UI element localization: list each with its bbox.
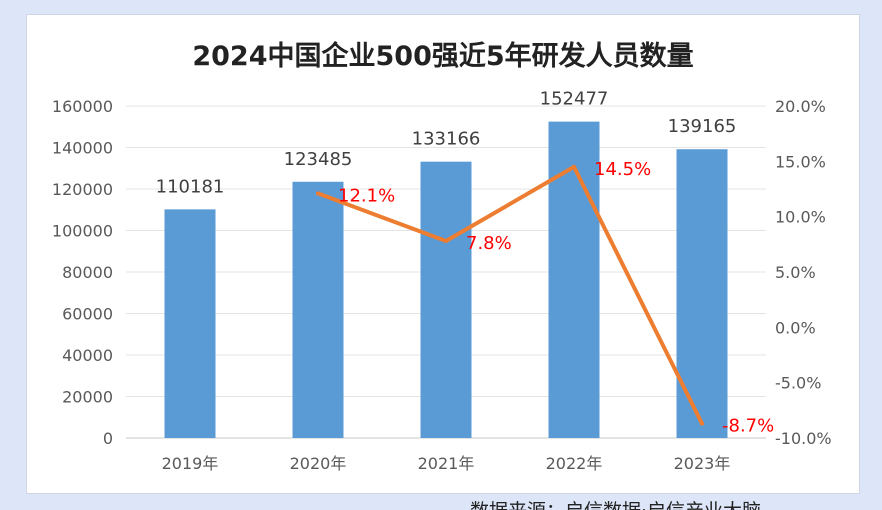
growth-value-label: 12.1% bbox=[338, 185, 395, 206]
growth-value-label: 14.5% bbox=[594, 159, 651, 180]
left-tick-label: 60000 bbox=[62, 305, 113, 324]
growth-point bbox=[444, 239, 448, 244]
left-axis: 0 20000 40000 60000 80000 100000 120000 140000 1… bbox=[52, 97, 113, 448]
category-label: 2022年 bbox=[546, 454, 603, 473]
growth-value-label: -8.7% bbox=[722, 416, 774, 437]
right-tick-label: 0.0% bbox=[775, 318, 816, 337]
bar-value-label: 133166 bbox=[412, 129, 481, 150]
left-tick-label: 140000 bbox=[52, 139, 113, 158]
chart-title: 2024中国企业500强近5年研发人员数量 bbox=[192, 40, 693, 72]
right-tick-label: 20.0% bbox=[775, 97, 826, 116]
growth-point bbox=[316, 191, 320, 196]
bar-value-label: 139165 bbox=[668, 116, 737, 137]
rd-personnel-chart: 2024中国企业500强近5年研发人员数量 0 20000 40000 60000 80… bbox=[52, 40, 832, 473]
left-tick-label: 160000 bbox=[52, 97, 113, 116]
left-tick-label: 20000 bbox=[62, 388, 113, 407]
bar bbox=[164, 209, 216, 438]
right-axis: -10.0% -5.0% 0.0% 5.0% 10.0% 15.0% 20.0% bbox=[775, 97, 832, 448]
right-tick-label: 15.0% bbox=[775, 152, 826, 171]
right-tick-label: 10.0% bbox=[775, 208, 826, 227]
x-axis: 2019年 2020年 2021年 2022年 2023年 bbox=[162, 454, 731, 473]
bar bbox=[292, 181, 344, 439]
category-label: 2019年 bbox=[162, 454, 219, 473]
bar bbox=[420, 161, 472, 439]
left-tick-label: 80000 bbox=[62, 263, 113, 282]
chart-card: 2024中国企业500强近5年研发人员数量 0 20000 40000 60000 80… bbox=[26, 14, 860, 494]
growth-point bbox=[572, 164, 576, 169]
right-tick-label: 5.0% bbox=[775, 263, 816, 282]
bar-series: 110181 123485 133166 152477 139165 bbox=[156, 89, 737, 439]
growth-line-series: 12.1% 7.8% 14.5% -8.7% bbox=[316, 159, 774, 437]
category-label: 2021年 bbox=[418, 454, 475, 473]
bar bbox=[548, 121, 600, 438]
growth-point bbox=[700, 421, 704, 426]
right-tick-label: -10.0% bbox=[775, 429, 832, 448]
left-tick-label: 100000 bbox=[52, 222, 113, 241]
bar bbox=[676, 149, 728, 439]
bar-value-label: 110181 bbox=[156, 176, 225, 197]
left-tick-label: 0 bbox=[103, 429, 113, 448]
category-label: 2023年 bbox=[674, 454, 731, 473]
source-note: 数据来源：启信数据·启信产业大脑 bbox=[470, 496, 761, 510]
bar-value-label: 152477 bbox=[540, 89, 609, 110]
right-tick-label: -5.0% bbox=[775, 374, 821, 393]
category-label: 2020年 bbox=[290, 454, 347, 473]
bar-value-label: 123485 bbox=[284, 149, 353, 170]
left-tick-label: 120000 bbox=[52, 180, 113, 199]
growth-line bbox=[316, 164, 704, 426]
growth-value-label: 7.8% bbox=[466, 233, 512, 254]
left-tick-label: 40000 bbox=[62, 346, 113, 365]
